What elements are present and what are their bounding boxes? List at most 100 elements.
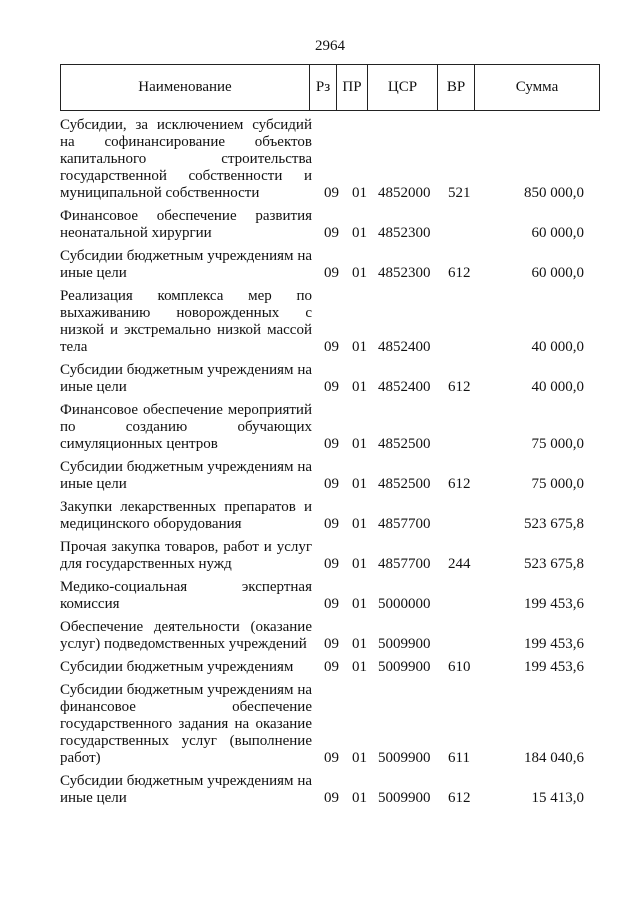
- row-rz: 09: [324, 659, 339, 675]
- row-name-line: государственного задания на оказание: [60, 716, 312, 732]
- row-name: Субсидии бюджетным учреждениям на финансо…: [60, 682, 312, 767]
- row-sum: 15 413,0: [531, 790, 585, 806]
- row-name-line: Реализация комплекса мер по: [60, 288, 312, 304]
- row-csr: 5009900: [378, 659, 431, 675]
- row-name: Субсидии бюджетным учреждениям: [60, 659, 312, 676]
- row-csr: 5009900: [378, 636, 431, 652]
- row-vr: 612: [448, 790, 471, 806]
- row-sum: 199 453,6: [524, 659, 584, 675]
- row-name-line: медицинского оборудования: [60, 516, 242, 532]
- header-name: Наименование: [61, 65, 310, 110]
- row-name-line: финансовое обеспечение: [60, 699, 312, 715]
- row-name-line: для государственных нужд: [60, 556, 232, 572]
- row-pr: 01: [352, 225, 367, 241]
- row-rz: 09: [324, 436, 339, 452]
- row-name: Прочая закупка товаров, работ и услуг для…: [60, 539, 312, 573]
- row-name-line: Финансовое обеспечение развития: [60, 208, 312, 224]
- row-csr: 5000000: [378, 596, 431, 612]
- row-name: Субсидии бюджетным учреждениям на иные це…: [60, 773, 312, 807]
- row-name: Субсидии бюджетным учреждениям на иные це…: [60, 248, 312, 282]
- row-vr: 612: [448, 476, 471, 492]
- row-name: Обеспечение деятельности (оказание услуг)…: [60, 619, 312, 653]
- row-name-line: тела: [60, 339, 88, 355]
- table-header: Наименование Рз ПР ЦСР ВР Сумма: [60, 64, 600, 111]
- row-name-line: иные цели: [60, 790, 127, 806]
- row-sum: 199 453,6: [524, 596, 584, 612]
- row-name-line: неонатальной хирургии: [60, 225, 212, 241]
- row-vr: 612: [448, 265, 471, 281]
- row-rz: 09: [324, 185, 339, 201]
- row-vr: 611: [448, 750, 470, 766]
- row-name-line: Закупки лекарственных препаратов и: [60, 499, 312, 515]
- row-sum: 199 453,6: [524, 636, 584, 652]
- row-csr: 4852400: [378, 379, 431, 395]
- row-name-line: выхаживанию новорожденных с: [60, 305, 312, 321]
- row-csr: 4852500: [378, 476, 431, 492]
- row-csr: 4852300: [378, 225, 431, 241]
- row-rz: 09: [324, 379, 339, 395]
- row-rz: 09: [324, 790, 339, 806]
- table-body: Субсидии, за исключением субсидий на софи…: [60, 117, 600, 813]
- table-row: Субсидии, за исключением субсидий на софи…: [60, 117, 600, 202]
- row-name-line: Субсидии бюджетным учреждениям на: [60, 459, 312, 475]
- row-name: Субсидии бюджетным учреждениям на иные це…: [60, 362, 312, 396]
- row-name-line: симуляционных центров: [60, 436, 218, 452]
- row-name-line: иные цели: [60, 265, 127, 281]
- row-rz: 09: [324, 225, 339, 241]
- row-name-line: Субсидии бюджетным учреждениям на: [60, 773, 312, 789]
- row-sum: 523 675,8: [524, 516, 584, 532]
- page-number: 2964: [315, 38, 345, 54]
- row-name: Реализация комплекса мер по выхаживанию н…: [60, 288, 312, 356]
- row-name: Субсидии, за исключением субсидий на софи…: [60, 117, 312, 202]
- row-pr: 01: [352, 790, 367, 806]
- row-pr: 01: [352, 516, 367, 532]
- table-row: Субсидии бюджетным учреждениям на финансо…: [60, 682, 600, 767]
- row-csr: 4852400: [378, 339, 431, 355]
- row-name-line: Прочая закупка товаров, работ и услуг: [60, 539, 312, 555]
- row-pr: 01: [352, 596, 367, 612]
- row-sum: 850 000,0: [524, 185, 584, 201]
- row-name-line: на софинансирование объектов: [60, 134, 312, 150]
- row-sum: 184 040,6: [524, 750, 584, 766]
- table-row: Закупки лекарственных препаратов и медици…: [60, 499, 600, 533]
- row-pr: 01: [352, 185, 367, 201]
- table-row: Обеспечение деятельности (оказание услуг)…: [60, 619, 600, 653]
- table-row: Прочая закупка товаров, работ и услуг для…: [60, 539, 600, 573]
- row-sum: 75 000,0: [531, 476, 585, 492]
- row-pr: 01: [352, 436, 367, 452]
- row-pr: 01: [352, 659, 367, 675]
- table-row: Финансовое обеспечение мероприятий по соз…: [60, 402, 600, 453]
- row-csr: 5009900: [378, 790, 431, 806]
- row-name-line: по созданию обучающих: [60, 419, 312, 435]
- row-vr: 610: [448, 659, 471, 675]
- row-name-line: Субсидии бюджетным учреждениям на: [60, 362, 312, 378]
- row-pr: 01: [352, 265, 367, 281]
- row-name: Закупки лекарственных препаратов и медици…: [60, 499, 312, 533]
- row-name-line: государственной собственности и: [60, 168, 312, 184]
- row-pr: 01: [352, 476, 367, 492]
- row-vr: 612: [448, 379, 471, 395]
- row-name-line: капитального строительства: [60, 151, 312, 167]
- row-name-line: Субсидии бюджетным учреждениям: [60, 659, 294, 675]
- row-pr: 01: [352, 556, 367, 572]
- row-pr: 01: [352, 750, 367, 766]
- table-row: Субсидии бюджетным учреждениям на иные це…: [60, 248, 600, 282]
- row-sum: 75 000,0: [531, 436, 585, 452]
- row-name-line: Обеспечение деятельности (оказание: [60, 619, 312, 635]
- table-row: Реализация комплекса мер по выхаживанию н…: [60, 288, 600, 356]
- row-sum: 40 000,0: [531, 379, 585, 395]
- row-name-line: Субсидии бюджетным учреждениям на: [60, 682, 312, 698]
- table-row: Субсидии бюджетным учреждениям на иные це…: [60, 459, 600, 493]
- row-name-line: Медико-социальная экспертная: [60, 579, 312, 595]
- row-rz: 09: [324, 596, 339, 612]
- table-row: Субсидии бюджетным учреждениям на иные це…: [60, 362, 600, 396]
- row-name-line: Финансовое обеспечение мероприятий: [60, 402, 312, 418]
- row-csr: 5009900: [378, 750, 431, 766]
- row-name-line: комиссия: [60, 596, 120, 612]
- row-pr: 01: [352, 339, 367, 355]
- row-name-line: низкой и экстремально низкой массой: [60, 322, 312, 338]
- row-csr: 4852500: [378, 436, 431, 452]
- row-rz: 09: [324, 476, 339, 492]
- row-name-line: Субсидии бюджетным учреждениям на: [60, 248, 312, 264]
- row-name-line: государственных услуг (выполнение: [60, 733, 312, 749]
